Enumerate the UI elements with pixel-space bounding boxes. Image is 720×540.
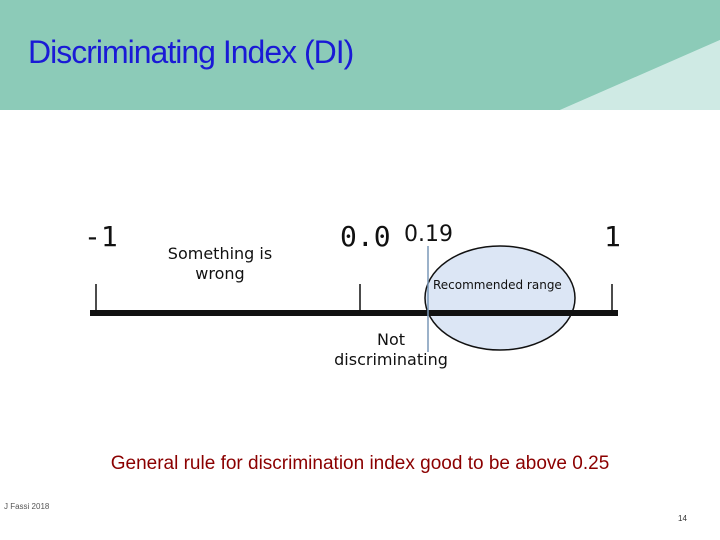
slide-title: Discriminating Index (DI) xyxy=(28,34,354,70)
label-not-discriminating: Not discriminating xyxy=(334,330,448,369)
page-number: 14 xyxy=(678,514,687,523)
label-0-19: 0.19 xyxy=(404,222,453,247)
label-recommended-range: Recommended range xyxy=(433,278,562,292)
label-minus-one: -1 xyxy=(84,220,118,253)
label-zero: 0.0 xyxy=(340,220,391,253)
label-something-wrong: Something is wrong xyxy=(167,244,273,283)
label-one: 1 xyxy=(604,220,621,253)
footer-author: J Fassi 2018 xyxy=(4,502,50,511)
general-rule-text: General rule for discrimination index go… xyxy=(110,453,610,474)
recommended-range-ellipse xyxy=(424,245,576,351)
header-band xyxy=(0,0,720,110)
